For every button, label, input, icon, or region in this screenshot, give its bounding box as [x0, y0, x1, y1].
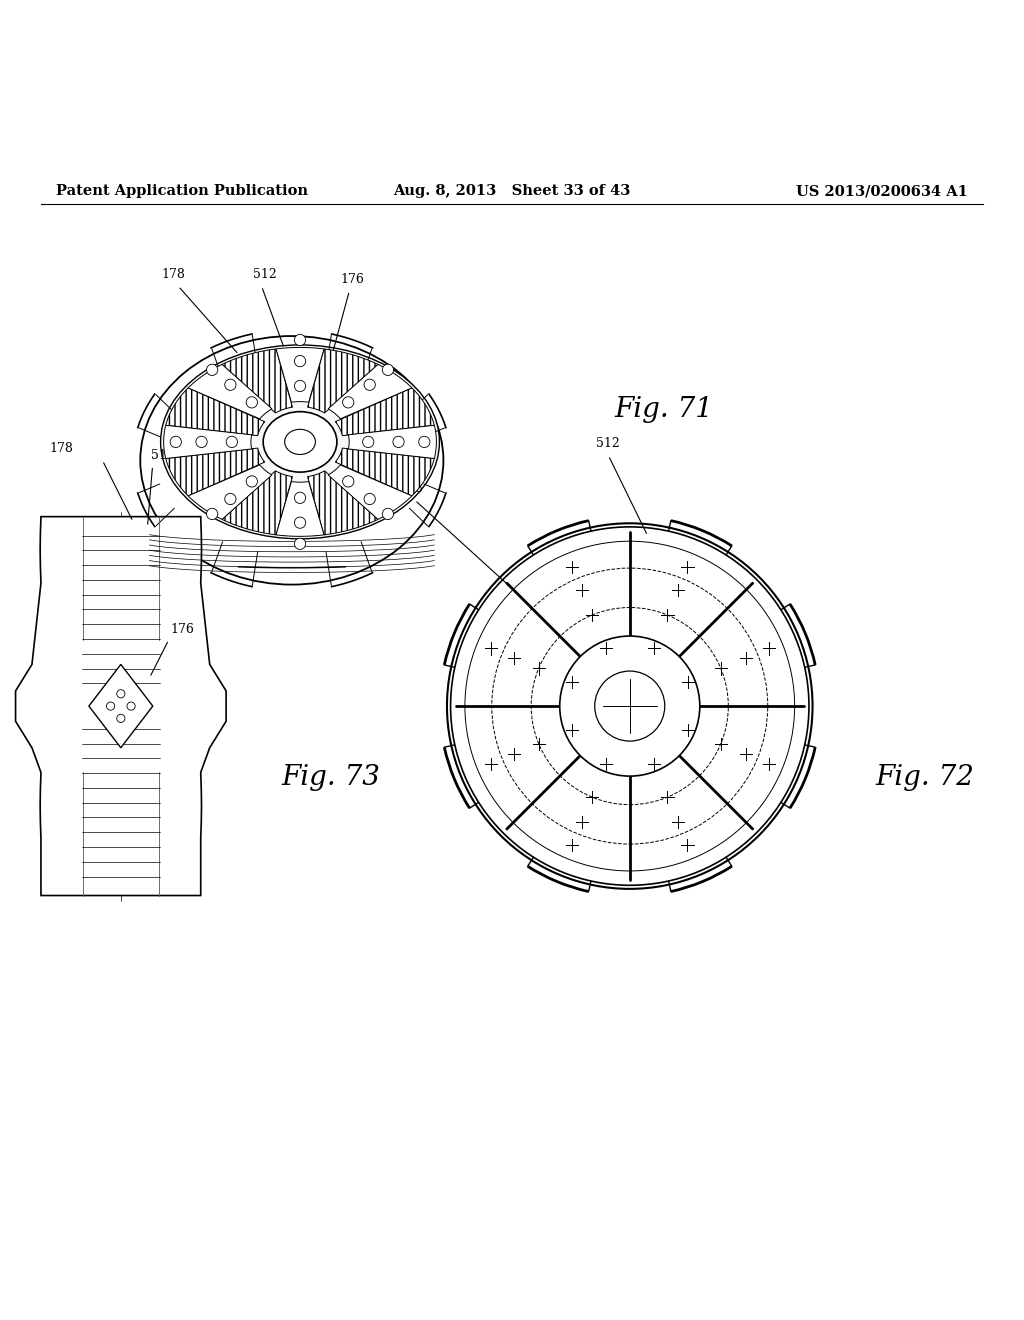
- Text: Fig. 71: Fig. 71: [614, 396, 714, 422]
- Circle shape: [393, 436, 404, 447]
- Ellipse shape: [263, 412, 337, 473]
- Text: 176: 176: [170, 623, 195, 636]
- Circle shape: [343, 397, 354, 408]
- Polygon shape: [188, 364, 272, 418]
- Polygon shape: [307, 348, 378, 413]
- Polygon shape: [188, 465, 272, 519]
- Circle shape: [419, 436, 430, 447]
- Ellipse shape: [140, 337, 443, 585]
- Text: Aug. 8, 2013   Sheet 33 of 43: Aug. 8, 2013 Sheet 33 of 43: [393, 183, 631, 198]
- Text: US 2013/0200634 A1: US 2013/0200634 A1: [796, 183, 968, 198]
- Circle shape: [117, 714, 125, 722]
- Circle shape: [295, 334, 305, 346]
- Circle shape: [224, 379, 236, 391]
- Circle shape: [382, 508, 393, 520]
- Text: Fig. 72: Fig. 72: [876, 764, 975, 791]
- Circle shape: [295, 517, 305, 528]
- Circle shape: [382, 364, 393, 375]
- Circle shape: [224, 494, 236, 504]
- Circle shape: [127, 702, 135, 710]
- Text: 512: 512: [151, 449, 175, 462]
- Text: 512: 512: [596, 437, 621, 450]
- Polygon shape: [307, 471, 378, 535]
- Polygon shape: [164, 425, 252, 458]
- Circle shape: [595, 671, 665, 741]
- Circle shape: [246, 397, 257, 408]
- Circle shape: [365, 494, 376, 504]
- Polygon shape: [348, 425, 436, 458]
- Circle shape: [343, 475, 354, 487]
- Text: 178: 178: [49, 442, 74, 455]
- Circle shape: [295, 492, 305, 503]
- Polygon shape: [335, 447, 434, 496]
- Text: 178: 178: [399, 482, 423, 495]
- Text: 178: 178: [162, 268, 185, 281]
- Circle shape: [170, 436, 181, 447]
- Text: Fig. 73: Fig. 73: [282, 764, 381, 791]
- Polygon shape: [328, 364, 412, 418]
- Circle shape: [207, 364, 218, 375]
- Polygon shape: [15, 516, 226, 895]
- Circle shape: [117, 689, 125, 698]
- Text: Patent Application Publication: Patent Application Publication: [56, 183, 308, 198]
- Text: 512: 512: [253, 268, 276, 281]
- Polygon shape: [276, 347, 324, 403]
- Polygon shape: [335, 388, 434, 436]
- Polygon shape: [222, 471, 293, 535]
- Circle shape: [106, 702, 115, 710]
- Polygon shape: [166, 388, 265, 436]
- Circle shape: [446, 523, 813, 888]
- Circle shape: [295, 355, 305, 367]
- Circle shape: [560, 636, 699, 776]
- Circle shape: [365, 379, 376, 391]
- Circle shape: [362, 436, 374, 447]
- Circle shape: [196, 436, 207, 447]
- Circle shape: [246, 475, 257, 487]
- Circle shape: [451, 527, 809, 886]
- Polygon shape: [166, 447, 265, 496]
- Polygon shape: [328, 465, 412, 519]
- Circle shape: [207, 508, 218, 520]
- Ellipse shape: [285, 429, 315, 454]
- Polygon shape: [222, 348, 293, 413]
- Ellipse shape: [161, 345, 439, 539]
- Circle shape: [226, 436, 238, 447]
- Text: 176: 176: [341, 273, 365, 286]
- Circle shape: [295, 380, 305, 392]
- Polygon shape: [89, 664, 153, 747]
- Polygon shape: [276, 482, 324, 536]
- Circle shape: [295, 539, 305, 549]
